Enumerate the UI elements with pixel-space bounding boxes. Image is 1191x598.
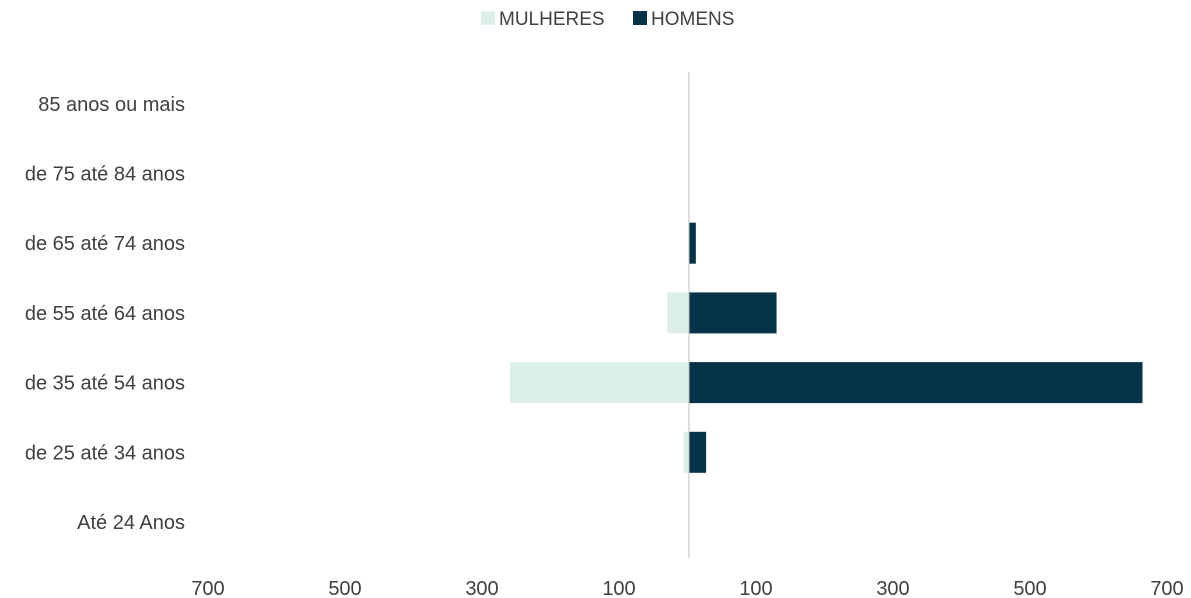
legend-label-mulheres: MULHERES — [499, 9, 605, 30]
x-tick-label: 300 — [876, 578, 909, 598]
legend-swatch-mulheres — [481, 11, 495, 25]
x-tick-label: 100 — [602, 578, 635, 598]
bars — [509, 222, 1143, 473]
bar-mulheres — [683, 431, 689, 473]
category-label: de 55 até 64 anos — [25, 303, 185, 325]
legend-swatch-homens — [633, 11, 647, 25]
bar-homens — [689, 431, 707, 473]
category-label: de 65 até 74 anos — [25, 233, 185, 255]
legend: MULHERES HOMENS — [481, 9, 734, 30]
bar-mulheres — [667, 292, 689, 334]
x-tick-label: 700 — [1150, 578, 1183, 598]
legend-label-homens: HOMENS — [651, 9, 734, 30]
category-label: 85 anos ou mais — [38, 94, 185, 116]
bar-homens — [689, 222, 696, 264]
bar-homens — [689, 362, 1143, 404]
category-labels: Até 24 Anos de 25 até 34 anos de 35 até 54… — [25, 94, 185, 534]
x-tick-label: 100 — [739, 578, 772, 598]
x-axis-tick-labels: 700 500 300 100 100 300 500 700 — [191, 578, 1183, 598]
bar-mulheres — [509, 362, 689, 404]
bar-homens — [689, 292, 777, 334]
category-label: de 75 até 84 anos — [25, 164, 185, 186]
x-tick-label: 300 — [465, 578, 498, 598]
category-label: Até 24 Anos — [77, 512, 185, 534]
x-tick-label: 500 — [328, 578, 361, 598]
category-label: de 25 até 34 anos — [25, 442, 185, 464]
x-tick-label: 500 — [1013, 578, 1046, 598]
x-tick-label: 700 — [191, 578, 224, 598]
category-label: de 35 até 54 anos — [25, 373, 185, 395]
